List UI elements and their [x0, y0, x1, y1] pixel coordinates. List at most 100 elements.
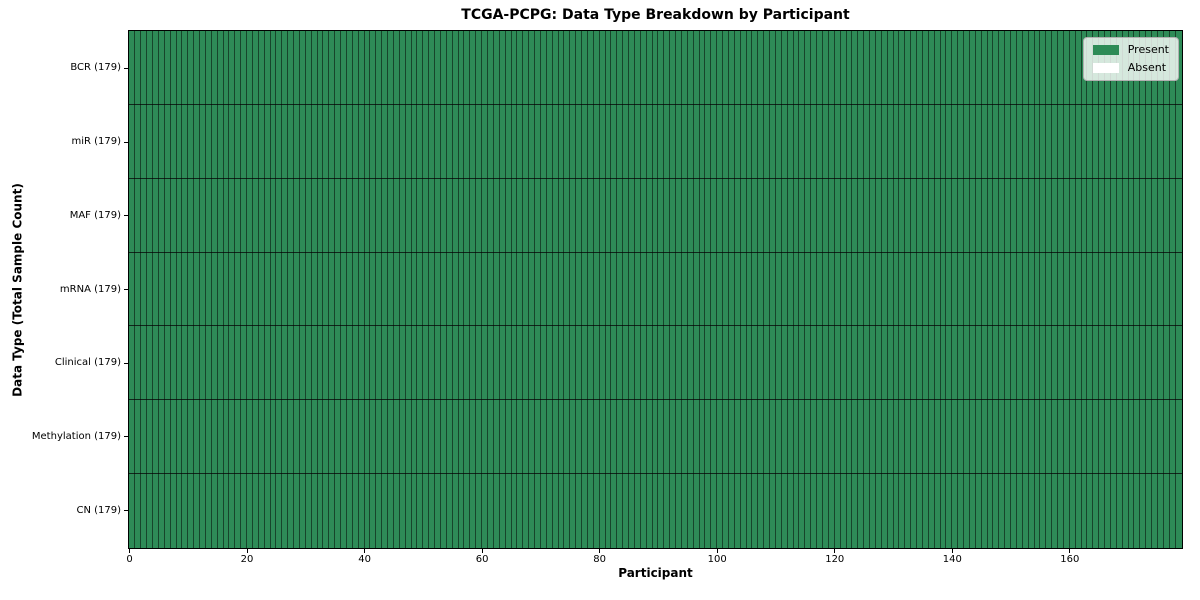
cell-border-line — [392, 31, 394, 548]
cell-border-line — [1010, 31, 1012, 548]
cell-border-line — [733, 31, 735, 548]
cell-border-line — [951, 31, 953, 548]
cell-border-line — [816, 31, 818, 548]
cell-border-line — [916, 31, 918, 548]
cell-border-line — [416, 31, 418, 548]
heatmap-row-miR — [129, 104, 1182, 179]
cell-border-line — [898, 31, 900, 548]
cell-border-line — [863, 31, 865, 548]
cell-border-line — [375, 31, 377, 548]
cell-border-line — [234, 31, 236, 548]
cell-border-line — [645, 31, 647, 548]
cell-border-line — [1174, 31, 1176, 548]
cell-border-line — [381, 31, 383, 548]
y-tick-label: BCR (179) — [70, 62, 121, 74]
cell-border-line — [1051, 31, 1053, 548]
cell-border-line — [404, 31, 406, 548]
cell-border-line — [845, 31, 847, 548]
cell-border-line — [692, 31, 694, 548]
cell-border-line — [469, 31, 471, 548]
cell-border-line — [193, 31, 195, 548]
y-tick-mark — [124, 510, 128, 512]
x-tick-mark — [1069, 549, 1071, 553]
cell-border-line — [528, 31, 530, 548]
cell-border-line — [698, 31, 700, 548]
heatmap-plot-area: Present Absent — [128, 30, 1183, 549]
cell-border-line — [945, 31, 947, 548]
cell-border-line — [998, 31, 1000, 548]
cell-border-line — [751, 31, 753, 548]
y-tick-mark — [124, 289, 128, 290]
cell-border-line — [769, 31, 771, 548]
x-tick-mark — [599, 549, 601, 553]
cell-border-line — [487, 31, 488, 548]
y-tick-label: miR (179) — [71, 136, 121, 148]
cell-border-line — [557, 31, 559, 548]
x-axis-label: Participant — [618, 566, 693, 580]
x-tick-mark — [716, 549, 718, 553]
cell-border-line — [251, 31, 253, 548]
cell-border-line — [263, 31, 265, 548]
cell-border-line — [880, 31, 882, 548]
y-tick-mark — [124, 362, 128, 364]
cell-border-line — [199, 31, 201, 548]
cell-border-line — [598, 31, 600, 548]
cell-border-line — [1057, 31, 1059, 548]
cell-border-line — [481, 31, 483, 548]
heatmap-row-BCR — [129, 31, 1182, 105]
legend-item-present: Present — [1092, 44, 1169, 56]
cell-border-line — [757, 31, 759, 548]
cell-border-line — [1039, 31, 1041, 548]
cell-border-line — [1033, 31, 1035, 548]
cell-border-line — [798, 31, 800, 548]
cell-border-line — [810, 31, 812, 548]
cell-border-line — [639, 31, 641, 548]
cell-border-line — [287, 31, 289, 548]
legend-swatch-absent-icon — [1092, 63, 1119, 73]
cell-border-line — [592, 31, 594, 548]
cell-border-line — [181, 31, 183, 548]
cell-border-line — [763, 31, 765, 548]
x-tick-label: 160 — [1060, 554, 1080, 565]
cell-border-line — [522, 31, 524, 548]
heatmap-row-mRNA — [129, 252, 1182, 326]
cell-border-line — [298, 31, 300, 548]
cell-border-line — [727, 31, 729, 548]
cell-border-line — [334, 31, 336, 548]
y-tick-label: Clinical (179) — [54, 357, 121, 369]
cell-border-line — [492, 31, 494, 548]
y-tick-mark — [124, 141, 128, 143]
cell-border-line — [387, 31, 389, 548]
row-divider-line — [129, 251, 1182, 253]
cell-border-line — [569, 31, 571, 548]
cell-border-line — [739, 31, 741, 548]
cell-border-line — [475, 31, 477, 548]
cell-border-line — [857, 31, 859, 548]
cell-border-line — [510, 31, 512, 548]
cell-border-line — [575, 31, 577, 548]
cell-border-line — [1115, 31, 1117, 548]
cell-border-line — [1068, 31, 1070, 548]
cell-border-line — [322, 31, 324, 548]
cell-border-line — [933, 31, 935, 548]
cell-border-line — [457, 31, 459, 548]
cell-border-line — [163, 31, 165, 548]
cell-border-line — [610, 31, 612, 548]
cell-border-line — [628, 31, 630, 548]
cell-border-line — [968, 31, 970, 548]
cell-border-line — [257, 31, 259, 548]
y-tick-mark — [124, 215, 128, 217]
cell-border-line — [357, 31, 359, 548]
cell-border-line — [1045, 31, 1047, 548]
cell-border-line — [1027, 31, 1029, 548]
cell-border-line — [804, 31, 806, 548]
cell-border-line — [827, 31, 829, 548]
cell-border-line — [710, 31, 712, 548]
cell-border-line — [1162, 31, 1164, 548]
cell-border-line — [545, 31, 547, 548]
x-tick-label: 40 — [358, 554, 371, 565]
row-divider-line — [129, 325, 1182, 327]
cell-border-line — [1168, 31, 1170, 548]
cell-border-line — [1074, 31, 1076, 548]
x-tick-label: 120 — [825, 554, 845, 565]
